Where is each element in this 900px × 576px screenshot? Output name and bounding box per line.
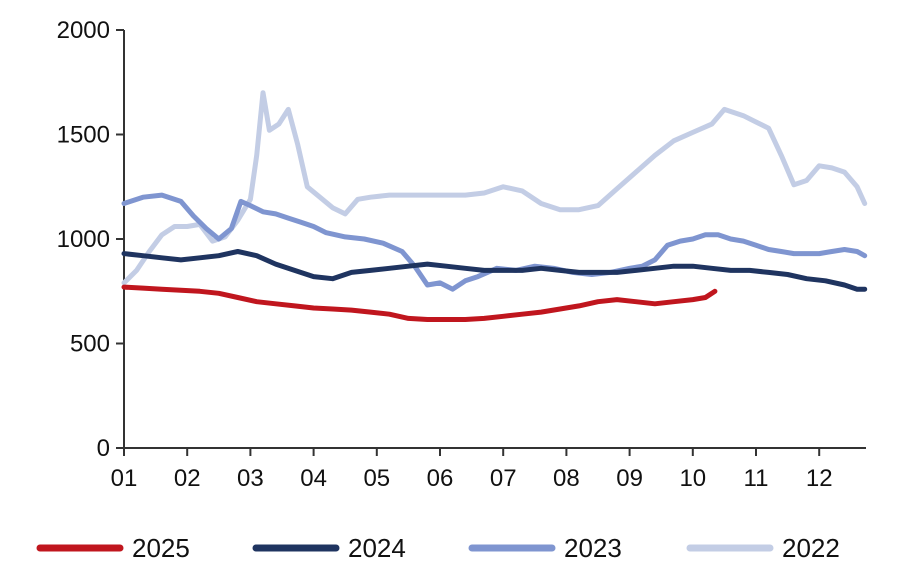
x-ticks: 01 02 03 04 05 06 07 08 09 10 11 12 [111,448,833,492]
x-tick-label: 11 [744,465,769,492]
y-tick-label: 500 [70,331,110,358]
legend-label-2024: 2024 [348,533,406,563]
x-tick-label: 07 [490,465,517,492]
y-tick-label: 0 [97,435,110,462]
series-line-2023 [121,192,868,292]
legend: 2025 2024 2023 2022 [36,533,840,563]
x-tick-label: 04 [300,465,327,492]
x-tick-label: 06 [427,465,454,492]
legend-label-2025: 2025 [132,533,190,563]
legend-label-2022: 2022 [782,533,840,563]
x-tick-label: 01 [111,465,138,492]
series-lines [121,90,868,322]
x-tick-label: 02 [174,465,201,492]
x-tick-label: 03 [237,465,264,492]
y-tick-label: 1500 [57,122,110,149]
x-tick-label: 08 [553,465,580,492]
x-tick-label: 05 [363,465,390,492]
x-tick-label: 09 [616,465,643,492]
series-line-2025 [121,284,718,322]
y-ticks: 0 500 1000 1500 2000 [57,17,124,462]
axes [123,30,866,449]
y-tick-label: 1000 [57,226,110,253]
y-tick-label: 2000 [57,17,110,44]
series-line-2024 [121,249,868,292]
x-tick-label: 10 [679,465,706,492]
x-tick-label: 12 [806,465,833,492]
legend-label-2023: 2023 [564,533,622,563]
